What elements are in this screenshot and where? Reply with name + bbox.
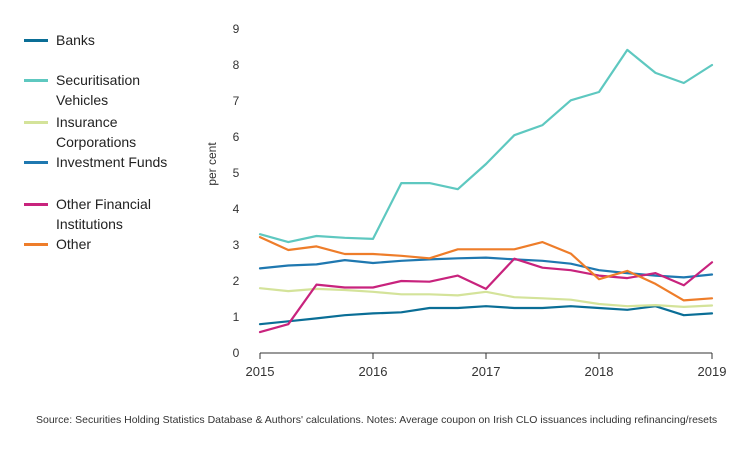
- y-tick-label: 7: [233, 94, 240, 108]
- y-tick-label: 0: [233, 346, 240, 360]
- legend-item-other-financial-institutions: Other Financial Institutions: [24, 194, 181, 234]
- legend-swatch-investment-funds: [24, 161, 48, 164]
- x-tick-label: 2016: [359, 364, 388, 379]
- legend-item-other: Other: [24, 234, 216, 254]
- legend-item-securitisation-vehicles: Securitisation Vehicles: [24, 70, 176, 110]
- legend-item-investment-funds: Investment Funds: [24, 152, 216, 172]
- legend-swatch-securitisation-vehicles: [24, 79, 48, 82]
- x-tick-label: 2019: [698, 364, 727, 379]
- y-tick-label: 5: [233, 166, 240, 180]
- series-line-insurance-corporations: [258, 287, 714, 308]
- legend-label-other-financial-institutions: Other Financial Institutions: [56, 196, 151, 232]
- x-tick-label: 2017: [472, 364, 501, 379]
- y-tick-label: 1: [233, 310, 240, 324]
- y-tick-label: 6: [233, 130, 240, 144]
- x-tick-label: 2015: [246, 364, 275, 379]
- y-tick-label: 3: [233, 238, 240, 252]
- series-lines: [258, 48, 714, 334]
- y-tick-label: 9: [233, 22, 240, 36]
- legend-item-insurance-corporations: Insurance Corporations: [24, 112, 166, 152]
- legend-swatch-insurance-corporations: [24, 121, 48, 124]
- y-tick-label: 8: [233, 58, 240, 72]
- legend-swatch-banks: [24, 39, 48, 42]
- series-line-securitisation-vehicles: [258, 48, 714, 244]
- legend-label-other: Other: [56, 236, 92, 252]
- legend-swatch-other: [24, 243, 48, 246]
- source-note: Source: Securities Holding Statistics Da…: [36, 414, 718, 426]
- axes: 2015 2016 2017 2018 2019 0 1 2 3 4 5 6 7 8 9: [233, 22, 727, 379]
- legend-label-securitisation-vehicles: Securitisation Vehicles: [56, 72, 141, 108]
- legend-swatch-other-financial-institutions: [24, 203, 48, 206]
- legend-item-banks: Banks: [24, 30, 216, 50]
- legend-label-banks: Banks: [56, 32, 95, 48]
- y-axis-label: per cent: [205, 142, 219, 186]
- legend-label-insurance-corporations: Insurance Corporations: [56, 114, 137, 150]
- series-line-other: [258, 236, 714, 302]
- y-tick-label: 2: [233, 274, 240, 288]
- x-tick-label: 2018: [585, 364, 614, 379]
- series-line-investment-funds: [258, 256, 714, 279]
- series-line-other-financial-institutions: [258, 257, 714, 334]
- y-tick-label: 4: [233, 202, 240, 216]
- legend-label-investment-funds: Investment Funds: [56, 154, 168, 170]
- series-line-banks: [258, 305, 714, 326]
